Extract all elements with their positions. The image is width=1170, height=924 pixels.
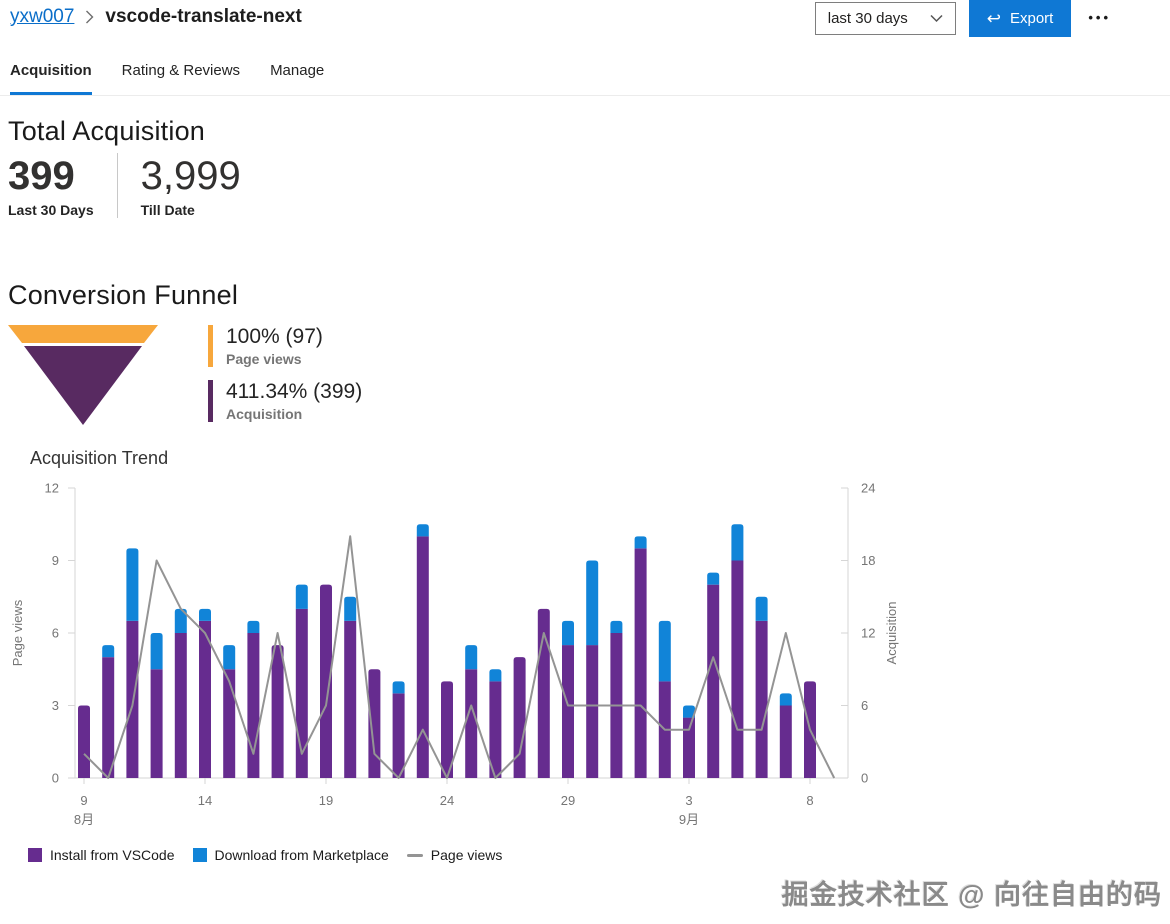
svg-text:14: 14 xyxy=(198,793,212,808)
tab-manage[interactable]: Manage xyxy=(270,62,325,79)
funnel-stat-acquisition-bar xyxy=(208,380,213,423)
stat-last-30-days: 399 Last 30 Days xyxy=(8,153,117,218)
total-acquisition-section: Total Acquisition 399 Last 30 Days 3,999… xyxy=(8,116,1170,218)
funnel-stat-acquisition-pct: 411.34% (399) xyxy=(226,380,363,404)
legend-page-views-swatch xyxy=(406,853,423,857)
svg-text:9: 9 xyxy=(80,793,87,808)
trend-chart-svg: 0 3 6 9 12 0 6 12 18 24 9 8月 14 19 24 29 3 9月 8 Page views A… xyxy=(10,481,899,828)
funnel-stat-page-views-bar xyxy=(208,325,213,368)
breadcrumb-publisher-link[interactable]: yxw007 xyxy=(10,6,75,27)
period-dropdown[interactable]: last 30 days xyxy=(814,2,956,35)
svg-text:8月: 8月 xyxy=(74,812,94,827)
funnel-stat-page-views-label: Page views xyxy=(226,351,302,368)
svg-text:0: 0 xyxy=(861,771,868,786)
stat-till-date-label: Till Date xyxy=(140,202,195,218)
svg-text:9月: 9月 xyxy=(679,812,699,827)
legend-download-from-marketplace: Download from Marketplace xyxy=(192,847,389,863)
export-icon: ↩ xyxy=(986,9,1001,28)
tab-acquisition[interactable]: Acquisition xyxy=(10,62,92,95)
funnel-stat-acquisition: 411.34% (399) Acquisition xyxy=(208,380,363,423)
svg-text:3: 3 xyxy=(685,793,692,808)
breadcrumb: yxw007 vscode-translate-next xyxy=(0,6,1170,28)
legend-page-views-label: Page views xyxy=(430,847,503,863)
more-menu-icon[interactable]: ••• xyxy=(1088,10,1111,25)
funnel-stage-acquisition xyxy=(24,346,142,425)
header-controls: last 30 days ↩ Export ••• xyxy=(814,0,1115,37)
top-bar: yxw007 vscode-translate-next last 30 day… xyxy=(0,0,1170,48)
svg-text:29: 29 xyxy=(561,793,575,808)
conversion-funnel-section: Conversion Funnel 100% (97) Page views 4… xyxy=(8,280,1170,426)
legend-page-views: Page views xyxy=(406,847,503,863)
svg-text:18: 18 xyxy=(861,553,875,568)
legend-download-swatch xyxy=(192,848,207,862)
funnel-stat-page-views: 100% (97) Page views xyxy=(208,325,362,368)
legend-install-from-vscode: Install from VSCode xyxy=(28,847,175,863)
legend-install-label: Install from VSCode xyxy=(50,847,175,863)
legend-install-swatch xyxy=(28,848,42,862)
svg-text:12: 12 xyxy=(861,626,875,641)
chevron-down-icon xyxy=(930,10,943,27)
funnel-stats: 100% (97) Page views 411.34% (399) Acqui… xyxy=(208,325,363,423)
breadcrumb-extension-name: vscode-translate-next xyxy=(105,6,302,27)
watermark: 掘金技术社区 @ 向往自由的码 xyxy=(781,880,1162,910)
svg-text:9: 9 xyxy=(52,553,59,568)
breadcrumb-separator-icon xyxy=(85,9,94,25)
stat-last-30-days-label: Last 30 Days xyxy=(8,202,94,218)
funnel-stage-page-views xyxy=(8,325,158,343)
svg-text:6: 6 xyxy=(861,698,868,713)
svg-text:0: 0 xyxy=(52,771,59,786)
svg-text:24: 24 xyxy=(861,481,875,496)
total-acquisition-stats: 399 Last 30 Days 3,999 Till Date xyxy=(8,153,1170,218)
chart-legend: Install from VSCode Download from Market… xyxy=(28,847,1170,863)
svg-text:Acquisition: Acquisition xyxy=(884,602,899,665)
svg-text:8: 8 xyxy=(806,793,813,808)
svg-text:12: 12 xyxy=(45,481,59,496)
export-button-label: Export xyxy=(1009,10,1054,27)
stat-till-date: 3,999 Till Date xyxy=(116,153,264,218)
acquisition-trend-title: Acquisition Trend xyxy=(30,448,169,468)
stat-till-date-value: 3,999 xyxy=(140,154,241,198)
legend-download-label: Download from Marketplace xyxy=(214,847,389,863)
funnel-stat-acquisition-label: Acquisition xyxy=(226,406,303,423)
svg-text:Page views: Page views xyxy=(10,599,25,666)
total-acquisition-title: Total Acquisition xyxy=(8,116,206,146)
export-button[interactable]: ↩ Export xyxy=(968,0,1072,37)
conversion-funnel-title: Conversion Funnel xyxy=(8,280,239,310)
svg-text:3: 3 xyxy=(52,698,59,713)
stat-last-30-days-value: 399 xyxy=(8,154,75,198)
funnel-icon xyxy=(8,325,158,425)
funnel-stat-page-views-pct: 100% (97) xyxy=(226,325,323,348)
svg-text:19: 19 xyxy=(319,793,333,808)
tab-bar: Acquisition Rating & Reviews Manage xyxy=(0,62,1170,96)
svg-text:6: 6 xyxy=(52,626,59,641)
acquisition-trend-section: Acquisition Trend 0 3 6 9 12 0 6 12 18 24 9 8月 14 19 2… xyxy=(0,448,1170,863)
period-dropdown-value: last 30 days xyxy=(827,10,908,27)
svg-text:24: 24 xyxy=(440,793,454,808)
tab-rating-reviews[interactable]: Rating & Reviews xyxy=(121,62,241,79)
